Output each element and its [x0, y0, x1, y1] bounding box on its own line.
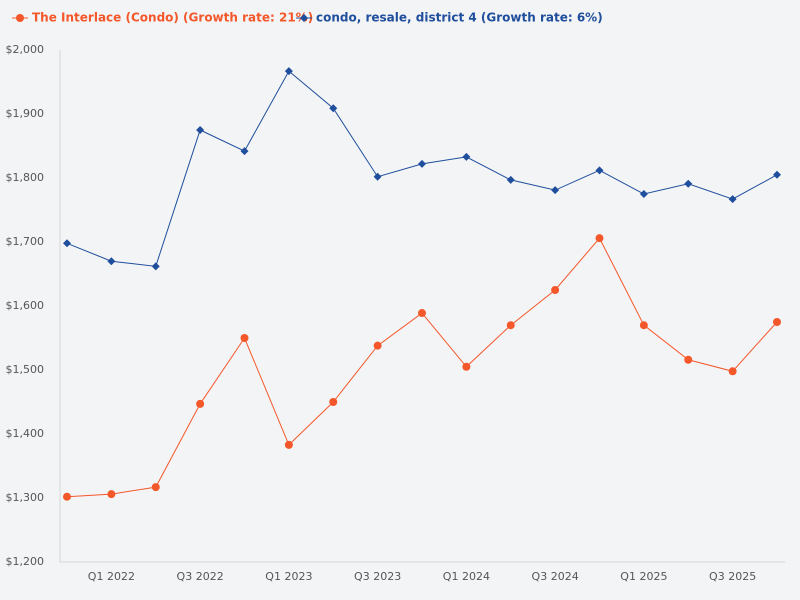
- point: [196, 399, 205, 408]
- point: [773, 170, 781, 179]
- point: [551, 186, 560, 195]
- point: [418, 309, 426, 318]
- legend-text: condo, resale, district 4 (Growth rate: …: [316, 11, 603, 25]
- point: [639, 321, 648, 330]
- point: [684, 355, 693, 364]
- x-tick-label: Q1 2025: [620, 570, 667, 583]
- point: [63, 492, 71, 501]
- line: [66, 70, 778, 267]
- x-tick-label: Q3 2024: [532, 570, 579, 583]
- point: [462, 362, 471, 371]
- y-tick-label: $1,800: [6, 171, 45, 184]
- legend-text: The Interlace (Condo) (Growth rate: 21%): [32, 11, 313, 25]
- point: [728, 367, 737, 376]
- point: [595, 166, 604, 175]
- point: [107, 490, 116, 499]
- point: [240, 147, 249, 156]
- y-tick-label: $1,900: [6, 107, 45, 120]
- point: [462, 152, 471, 161]
- x-tick-label: Q3 2025: [709, 570, 756, 583]
- y-tick-label: $2,000: [6, 43, 45, 56]
- point: [595, 234, 604, 243]
- y-tick-label: $1,500: [6, 363, 45, 376]
- point: [196, 126, 205, 134]
- point: [240, 334, 249, 342]
- point: [284, 440, 293, 449]
- point: [329, 104, 338, 113]
- y-tick-label: $1,700: [6, 235, 45, 248]
- point: [728, 195, 737, 204]
- point: [684, 179, 693, 188]
- point: [373, 341, 382, 350]
- point: [151, 483, 160, 492]
- point: [63, 239, 71, 248]
- point: [639, 190, 648, 198]
- y-tick-label: $1,400: [6, 427, 45, 440]
- x-tick-label: Q3 2023: [354, 570, 401, 583]
- y-tick-label: $1,600: [6, 299, 45, 312]
- point: [506, 175, 515, 184]
- y-tick-label: $1,300: [6, 491, 45, 504]
- point: [107, 257, 116, 266]
- x-tick-label: Q1 2024: [443, 570, 490, 583]
- point: [329, 398, 338, 406]
- x-tick-label: Q1 2022: [88, 570, 135, 583]
- point: [151, 262, 160, 271]
- point: [284, 67, 293, 76]
- x-tick-label: Q3 2022: [177, 570, 224, 583]
- point: [506, 321, 515, 330]
- point: [773, 318, 781, 326]
- point: [418, 159, 426, 168]
- legend-marker: [300, 14, 308, 22]
- line: [66, 237, 778, 498]
- x-tick-label: Q1 2023: [265, 570, 312, 583]
- point: [373, 172, 382, 181]
- legend-marker: [16, 14, 24, 22]
- point: [551, 286, 560, 294]
- y-tick-label: $1,200: [6, 555, 45, 568]
